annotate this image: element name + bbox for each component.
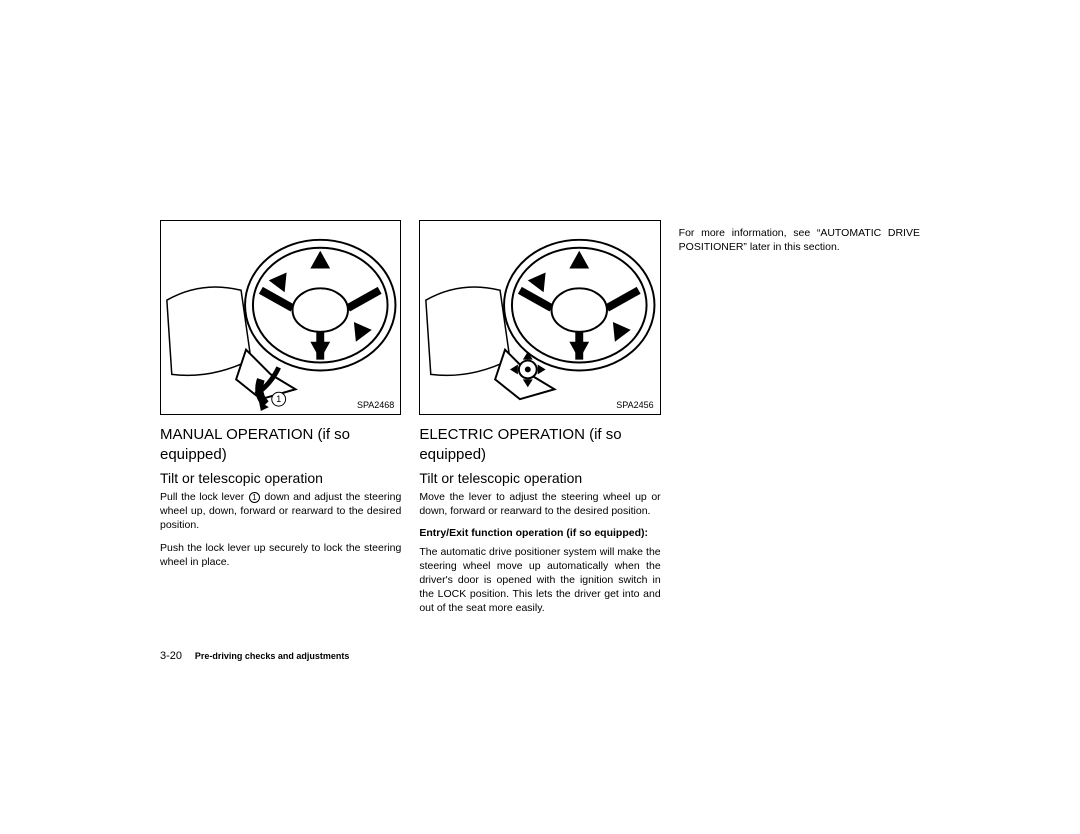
page-content: 1 SPA2468 MANUAL OPERATION (if so equipp…	[160, 220, 920, 670]
heading-electric-operation: ELECTRIC OPERATION (if so equipped)	[419, 425, 660, 464]
paragraph-manual-2: Push the lock lever up securely to lock …	[160, 541, 401, 569]
steering-wheel-electric-illustration	[420, 221, 659, 414]
figure-label-left: SPA2468	[357, 400, 394, 410]
figure-manual-operation: 1 SPA2468	[160, 220, 401, 415]
heading-entry-exit: Entry/Exit function operation (if so equ…	[419, 526, 660, 540]
section-title: Pre-driving checks and adjustments	[195, 651, 350, 661]
paragraph-electric-2: The automatic drive positioner system wi…	[419, 545, 660, 616]
figure-label-right: SPA2456	[616, 400, 653, 410]
column-2: SPA2456 ELECTRIC OPERATION (if so equipp…	[419, 220, 660, 670]
paragraph-more-info: For more information, see “AUTOMATIC DRI…	[679, 226, 920, 254]
paragraph-electric-1: Move the lever to adjust the steering wh…	[419, 490, 660, 518]
page-footer: 3-20 Pre-driving checks and adjustments	[160, 650, 920, 662]
text-fragment: Pull the lock lever	[160, 491, 248, 503]
heading-manual-operation: MANUAL OPERATION (if so equipped)	[160, 425, 401, 464]
paragraph-manual-1: Pull the lock lever 1 down and adjust th…	[160, 490, 401, 533]
steering-wheel-manual-illustration: 1	[161, 221, 400, 414]
figure-electric-operation: SPA2456	[419, 220, 660, 415]
subheading-tilt-telescopic-1: Tilt or telescopic operation	[160, 470, 401, 486]
column-3: For more information, see “AUTOMATIC DRI…	[679, 220, 920, 670]
subheading-tilt-telescopic-2: Tilt or telescopic operation	[419, 470, 660, 486]
callout-inline-1: 1	[249, 492, 260, 503]
column-1: 1 SPA2468 MANUAL OPERATION (if so equipp…	[160, 220, 401, 670]
page-number: 3-20	[160, 650, 182, 662]
figure-callout-1: 1	[276, 394, 281, 404]
